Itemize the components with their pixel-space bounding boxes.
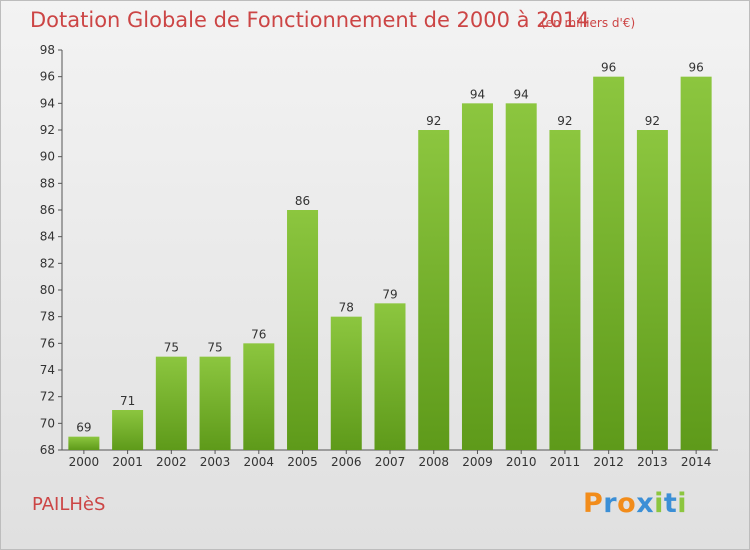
bar xyxy=(461,103,493,450)
data-label: 94 xyxy=(514,87,529,101)
bar xyxy=(374,303,406,450)
logo-letter: t xyxy=(663,488,678,519)
y-tick-label: 98 xyxy=(40,43,55,57)
x-tick-label: 2003 xyxy=(200,455,231,469)
data-label: 71 xyxy=(120,394,135,408)
x-tick-label: 2011 xyxy=(550,455,581,469)
data-label: 78 xyxy=(339,301,354,315)
y-tick-label: 72 xyxy=(40,390,55,404)
logo-letter: r xyxy=(603,488,618,519)
data-label: 86 xyxy=(295,194,310,208)
proxiti-logo: Proxiti xyxy=(583,488,687,519)
y-tick-label: 90 xyxy=(40,150,55,164)
y-tick-label: 84 xyxy=(40,230,55,244)
y-tick-label: 94 xyxy=(40,96,55,110)
logo-letter: i xyxy=(677,488,688,519)
data-label: 92 xyxy=(557,114,572,128)
bar xyxy=(243,343,275,450)
logo-letter: x xyxy=(636,488,655,519)
y-tick-label: 88 xyxy=(40,176,55,190)
logo-letter: o xyxy=(617,488,637,519)
y-tick-label: 76 xyxy=(40,336,55,350)
unit-note: (en milliers d'€) xyxy=(541,16,636,30)
x-tick-label: 2009 xyxy=(462,455,493,469)
y-tick-label: 92 xyxy=(40,123,55,137)
y-tick-label: 78 xyxy=(40,310,55,324)
y-tick-label: 70 xyxy=(40,416,55,430)
bar xyxy=(68,436,100,450)
logo-letter: P xyxy=(583,488,604,519)
bar xyxy=(199,356,231,450)
commune-name: PAILHèS xyxy=(32,494,106,515)
y-tick-label: 96 xyxy=(40,70,55,84)
bar xyxy=(287,210,319,450)
x-tick-label: 2006 xyxy=(331,455,362,469)
y-tick-label: 80 xyxy=(40,283,55,297)
bar xyxy=(330,316,362,450)
data-label: 94 xyxy=(470,87,485,101)
data-label: 69 xyxy=(76,421,91,435)
data-label: 96 xyxy=(601,61,616,75)
data-label: 92 xyxy=(426,114,441,128)
chart-title: Dotation Globale de Fonctionnement de 20… xyxy=(30,8,590,32)
y-tick-label: 68 xyxy=(40,443,55,457)
bar xyxy=(593,76,625,451)
y-tick-label: 86 xyxy=(40,203,55,217)
data-label: 96 xyxy=(688,61,703,75)
x-tick-label: 2010 xyxy=(506,455,537,469)
bar xyxy=(549,130,581,450)
y-tick-label: 74 xyxy=(40,363,55,377)
x-tick-label: 2002 xyxy=(156,455,187,469)
data-label: 92 xyxy=(645,114,660,128)
x-tick-label: 2013 xyxy=(637,455,668,469)
y-tick-label: 82 xyxy=(40,256,55,270)
logo-letter: i xyxy=(654,488,664,519)
x-tick-label: 2008 xyxy=(418,455,449,469)
data-label: 76 xyxy=(251,327,266,341)
x-tick-label: 2005 xyxy=(287,455,318,469)
x-tick-label: 2012 xyxy=(593,455,624,469)
x-tick-label: 2000 xyxy=(69,455,100,469)
x-tick-label: 2007 xyxy=(375,455,406,469)
data-label: 75 xyxy=(207,341,222,355)
x-tick-label: 2014 xyxy=(681,455,712,469)
data-label: 75 xyxy=(164,341,179,355)
bar xyxy=(418,130,450,450)
bar xyxy=(680,76,712,451)
bar xyxy=(636,130,668,450)
bar xyxy=(155,356,187,450)
data-label: 79 xyxy=(382,287,397,301)
bar xyxy=(505,103,537,450)
x-tick-label: 2001 xyxy=(112,455,143,469)
bar xyxy=(112,410,144,450)
x-tick-label: 2004 xyxy=(244,455,275,469)
